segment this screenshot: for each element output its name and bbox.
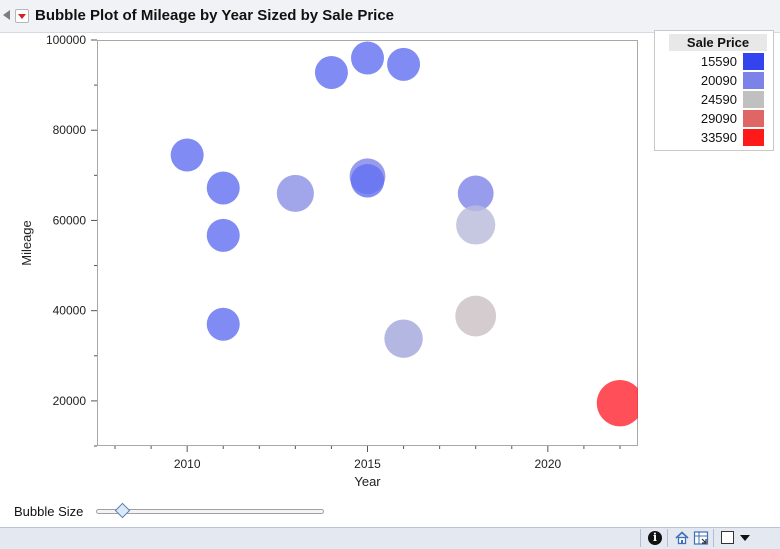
bubble-size-slider[interactable] <box>96 509 324 514</box>
bubble-size-label: Bubble Size <box>14 504 84 519</box>
info-icon[interactable]: i <box>648 531 662 545</box>
x-tick-label: 2015 <box>354 457 381 471</box>
bubble[interactable] <box>455 295 497 337</box>
y-tick-label: 100000 <box>46 33 86 47</box>
bubble-chart: 20000 40000 60000 80000 100000 2010 2015 2020 Ye… <box>19 33 643 489</box>
legend-swatch <box>743 91 764 108</box>
legend-item-label: 24590 <box>700 92 737 107</box>
bubble-layer <box>170 41 643 427</box>
dropdown-icon[interactable] <box>740 535 750 541</box>
legend-item[interactable]: 20090 <box>655 72 773 91</box>
home-icon[interactable] <box>674 530 690 546</box>
bubble[interactable] <box>351 41 384 75</box>
bubble[interactable] <box>276 174 314 212</box>
legend-title: Sale Price <box>669 34 767 51</box>
legend-swatch <box>743 129 764 146</box>
status-separator <box>640 529 641 547</box>
bubble[interactable] <box>314 55 348 89</box>
legend-item-label: 33590 <box>700 130 737 145</box>
bubble[interactable] <box>384 319 423 358</box>
bubble[interactable] <box>457 175 494 212</box>
legend-swatch <box>743 110 764 127</box>
bubble[interactable] <box>596 379 643 427</box>
legend-item[interactable]: 24590 <box>655 91 773 110</box>
red-triangle-menu-icon[interactable] <box>15 9 29 23</box>
legend-swatch <box>743 53 764 70</box>
bubble[interactable] <box>206 307 240 341</box>
bubble-size-slider-thumb[interactable] <box>114 502 131 519</box>
status-separator <box>667 529 668 547</box>
legend-item[interactable]: 33590 <box>655 129 773 148</box>
bubble[interactable] <box>350 164 385 198</box>
x-axis-title: Year <box>354 474 381 489</box>
y-axis-title: Mileage <box>19 220 34 266</box>
bubble[interactable] <box>456 205 496 245</box>
y-tick-label: 60000 <box>53 213 87 227</box>
legend: Sale Price 15590 20090 24590 29090 33590 <box>654 30 774 151</box>
y-tick-label: 40000 <box>53 304 87 318</box>
disclosure-triangle-icon[interactable] <box>3 10 10 20</box>
plot-frame <box>97 40 638 446</box>
checkbox-icon[interactable] <box>721 531 734 544</box>
grid-icon[interactable] <box>693 530 709 546</box>
bubble[interactable] <box>387 47 421 81</box>
legend-item-label: 29090 <box>700 111 737 126</box>
legend-item-label: 20090 <box>700 73 737 88</box>
y-tick-label: 80000 <box>53 123 87 137</box>
legend-item[interactable]: 29090 <box>655 110 773 129</box>
x-tick-label: 2020 <box>534 457 561 471</box>
legend-swatch <box>743 72 764 89</box>
legend-item-label: 15590 <box>700 54 737 69</box>
bubble[interactable] <box>206 171 240 205</box>
bubble[interactable] <box>206 218 240 252</box>
y-tick-label: 20000 <box>53 394 87 408</box>
status-separator <box>713 529 714 547</box>
report-title: Bubble Plot of Mileage by Year Sized by … <box>35 7 395 24</box>
status-bar <box>0 527 780 549</box>
bubble[interactable] <box>170 138 204 172</box>
x-tick-label: 2010 <box>174 457 201 471</box>
legend-item[interactable]: 15590 <box>655 53 773 72</box>
report-header: Bubble Plot of Mileage by Year Sized by … <box>0 0 780 33</box>
